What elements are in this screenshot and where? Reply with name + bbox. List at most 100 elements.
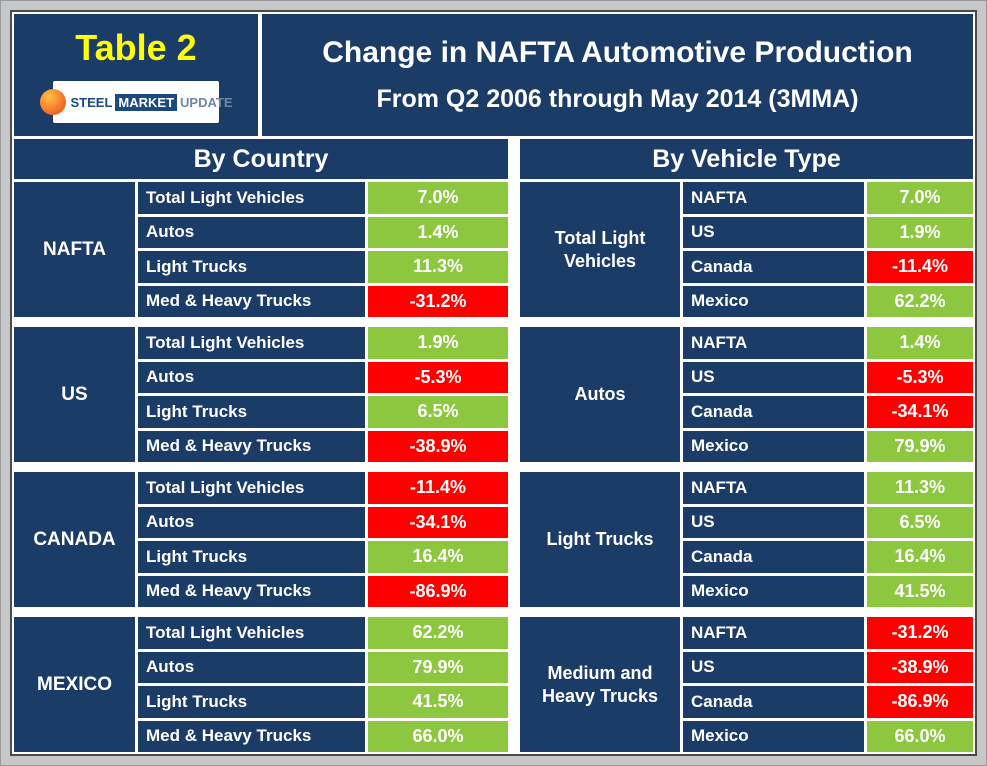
by-vehicle-type-table: Total Light Vehicles NAFTA 7.0% US 1.9% Canad… (520, 182, 973, 752)
row-label: Med & Heavy Trucks (138, 720, 365, 752)
row-label: Autos (138, 506, 365, 538)
row-value: 1.9% (867, 216, 973, 248)
row-value: 16.4% (867, 541, 973, 573)
row-label: NAFTA (683, 182, 864, 214)
header: Table 2 STEEL MARKET UPDATE Change in NA… (14, 14, 973, 136)
group-rows-us: Total Light Vehicles 1.9% Autos -5.3% Light … (138, 327, 508, 462)
row-label: Light Trucks (138, 396, 365, 428)
table-row: Canada -86.9% (683, 686, 973, 718)
row-label: Canada (683, 541, 864, 573)
row-value: 66.0% (368, 720, 508, 752)
by-vehicle-type-header: By Vehicle Type (520, 139, 973, 179)
row-value: -5.3% (368, 361, 508, 393)
row-value: -34.1% (867, 396, 973, 428)
row-value: 11.3% (368, 251, 508, 283)
row-label: Light Trucks (138, 251, 365, 283)
table-frame: Table 2 STEEL MARKET UPDATE Change in NA… (10, 10, 977, 756)
row-label: Light Trucks (138, 686, 365, 718)
row-value: 11.3% (867, 472, 973, 504)
row-label: NAFTA (683, 617, 864, 649)
table-row: Canada -11.4% (683, 251, 973, 283)
row-label: Autos (138, 361, 365, 393)
row-value: 66.0% (867, 720, 973, 752)
row-label: Canada (683, 686, 864, 718)
group-light-trucks: Light Trucks NAFTA 11.3% US 6.5% Canada 16.4% M… (520, 472, 973, 607)
group-rows-total-light-vehicles: NAFTA 7.0% US 1.9% Canada -11.4% Mexico 62.2% (683, 182, 973, 317)
row-value: 6.5% (867, 506, 973, 538)
group-header-us: US (14, 327, 135, 462)
group-rows-canada: Total Light Vehicles -11.4% Autos -34.1% Lig… (138, 472, 508, 607)
table-row: Total Light Vehicles 62.2% (138, 617, 508, 649)
table-row: Autos 1.4% (138, 216, 508, 248)
table-row: NAFTA -31.2% (683, 617, 973, 649)
row-label: NAFTA (683, 327, 864, 359)
table-row: Mexico 62.2% (683, 285, 973, 317)
row-value: 1.4% (867, 327, 973, 359)
row-label: Autos (138, 216, 365, 248)
row-label: Mexico (683, 430, 864, 462)
row-value: 62.2% (867, 285, 973, 317)
row-label: NAFTA (683, 472, 864, 504)
group-header-nafta: NAFTA (14, 182, 135, 317)
row-label: Total Light Vehicles (138, 617, 365, 649)
group-rows-autos: NAFTA 1.4% US -5.3% Canada -34.1% Mexico 79.9% (683, 327, 973, 462)
table-row: US 6.5% (683, 506, 973, 538)
row-label: Med & Heavy Trucks (138, 430, 365, 462)
group-header-autos: Autos (520, 327, 680, 462)
table-row: NAFTA 7.0% (683, 182, 973, 214)
by-country-table: NAFTA Total Light Vehicles 7.0% Autos 1.4% Li… (14, 182, 508, 752)
row-label: Total Light Vehicles (138, 472, 365, 504)
row-value: 7.0% (867, 182, 973, 214)
logo-orange-ball-icon (39, 89, 66, 116)
logo-word-update: UPDATE (180, 94, 233, 110)
by-country-header: By Country (14, 139, 508, 179)
row-value: -38.9% (368, 430, 508, 462)
section-headers: By Country By Vehicle Type (14, 139, 973, 179)
row-value: 16.4% (368, 541, 508, 573)
table-row: US 1.9% (683, 216, 973, 248)
row-value: 6.5% (368, 396, 508, 428)
row-label: Total Light Vehicles (138, 327, 365, 359)
row-label: US (683, 361, 864, 393)
page-title: Change in NAFTA Automotive Production (322, 36, 913, 70)
group-header-total-light-vehicles: Total Light Vehicles (520, 182, 680, 317)
row-value: 62.2% (368, 617, 508, 649)
row-value: 7.0% (368, 182, 508, 214)
group-rows-light-trucks: NAFTA 11.3% US 6.5% Canada 16.4% Mexico 41.5% (683, 472, 973, 607)
table-row: Total Light Vehicles 1.9% (138, 327, 508, 359)
table-row: Total Light Vehicles -11.4% (138, 472, 508, 504)
group-canada: CANADA Total Light Vehicles -11.4% Autos -34… (14, 472, 508, 607)
group-us: US Total Light Vehicles 1.9% Autos -5.3% Ligh… (14, 327, 508, 462)
table-row: Autos -5.3% (138, 361, 508, 393)
table-label: Table 2 (75, 26, 197, 68)
row-label: Canada (683, 251, 864, 283)
group-header-mexico: MEXICO (14, 617, 135, 752)
page-subtitle: From Q2 2006 through May 2014 (3MMA) (376, 84, 859, 113)
group-header-medium-and-heavy-trucks: Medium and Heavy Trucks (520, 617, 680, 752)
table-body: NAFTA Total Light Vehicles 7.0% Autos 1.4% Li… (14, 182, 973, 752)
row-value: -34.1% (368, 506, 508, 538)
row-label: Mexico (683, 720, 864, 752)
row-value: -11.4% (867, 251, 973, 283)
title-cell: Change in NAFTA Automotive Production Fr… (262, 14, 973, 136)
row-label: Autos (138, 651, 365, 683)
group-autos: Autos NAFTA 1.4% US -5.3% Canada -34.1% Mexico 7… (520, 327, 973, 462)
table-label-cell: Table 2 STEEL MARKET UPDATE (14, 14, 258, 136)
logo-word-market: MARKET (115, 93, 178, 111)
table-row: Canada -34.1% (683, 396, 973, 428)
group-rows-mexico: Total Light Vehicles 62.2% Autos 79.9% Light… (138, 617, 508, 752)
row-label: Med & Heavy Trucks (138, 285, 365, 317)
row-value: -31.2% (368, 285, 508, 317)
table-row: NAFTA 11.3% (683, 472, 973, 504)
row-label: Total Light Vehicles (138, 182, 365, 214)
group-medium-and-heavy-trucks: Medium and Heavy Trucks NAFTA -31.2% US -38.… (520, 617, 973, 752)
table-row: Canada 16.4% (683, 541, 973, 573)
row-value: 41.5% (368, 686, 508, 718)
row-value: 79.9% (368, 651, 508, 683)
group-rows-medium-and-heavy-trucks: NAFTA -31.2% US -38.9% Canada -86.9% Mexico 66.… (683, 617, 973, 752)
group-rows-nafta: Total Light Vehicles 7.0% Autos 1.4% Light T… (138, 182, 508, 317)
table-row: Med & Heavy Trucks -86.9% (138, 575, 508, 607)
row-value: -86.9% (867, 686, 973, 718)
group-header-canada: CANADA (14, 472, 135, 607)
